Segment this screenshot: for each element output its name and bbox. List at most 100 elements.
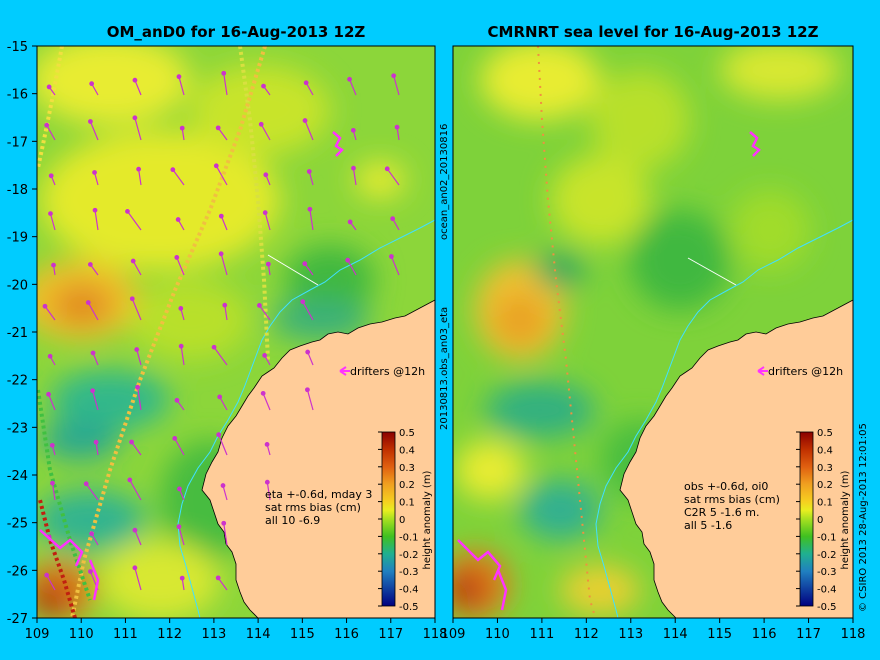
current-vector-head: [221, 520, 227, 526]
x-tick-label: 113: [618, 627, 643, 642]
right-satellite-track: [537, 46, 597, 618]
x-tick-label: 118: [423, 627, 448, 642]
current-vector-head: [47, 353, 53, 359]
right-vertical-run-label: ocean_an02_20130816: [439, 124, 450, 240]
y-tick-label: -17: [7, 135, 28, 150]
left-land: [201, 299, 435, 618]
current-vector-head: [88, 569, 93, 574]
current-vector-head: [48, 211, 53, 217]
right-plot-frame: [452, 45, 854, 619]
current-vector-head: [260, 390, 266, 396]
current-vector-head: [176, 524, 182, 530]
current-vector-head: [46, 84, 52, 90]
x-tick-label: 109: [25, 627, 50, 642]
current-vector-head: [135, 384, 140, 390]
current-vector: [217, 127, 228, 141]
current-vector-head: [302, 261, 308, 267]
left-x-ticks: 109 110 111 112 113 114 115 116 117 118: [25, 618, 448, 642]
current-vector: [266, 482, 271, 501]
current-vector-head: [178, 343, 184, 349]
colorbar-tick-label: -0.1: [817, 532, 837, 543]
footer-credit: © CSIRO 2013 28-Aug-2013 12:01:05: [858, 423, 869, 612]
current-vector-head: [350, 127, 356, 133]
current-vector: [390, 256, 400, 276]
current-vector-head: [89, 81, 95, 87]
x-tick-label: 114: [663, 627, 688, 642]
current-vector-head: [176, 74, 182, 80]
current-vector-head: [217, 394, 223, 400]
current-vector-head: [136, 166, 142, 172]
current-vector-head: [347, 219, 353, 225]
x-tick-label: 116: [334, 627, 359, 642]
current-vector: [213, 346, 228, 366]
right-x-ticks: 109 110 111 112 113 114 115 116 117 118: [441, 618, 865, 642]
current-vector: [262, 393, 271, 411]
current-vector: [138, 169, 142, 186]
y-tick-label: -23: [7, 421, 28, 436]
right-colorbar-label: height anomaly (m): [840, 470, 851, 569]
left-drifter-legend: drifters @12h: [339, 365, 425, 378]
left-section-line: [267, 254, 319, 286]
left-y-ticks: -15 -16 -17 -18 -19 -20 -21 -22 -23 -24 -25 -26 -27: [7, 40, 37, 627]
right-map-panel: CMRNRT sea level for 16-Aug-2013 12Z 109…: [441, 23, 866, 642]
left-satellite-tracks: [37, 46, 270, 618]
current-vector-head: [179, 125, 185, 131]
current-vector: [220, 253, 228, 276]
current-vector: [220, 215, 228, 231]
x-tick-label: 109: [441, 627, 466, 642]
current-vector-head: [384, 166, 390, 172]
current-vector-head: [390, 216, 396, 222]
current-vector-head: [394, 124, 400, 130]
current-vector: [215, 165, 228, 186]
left-colorbar-bar: [381, 431, 396, 607]
current-vector: [309, 209, 314, 231]
drifter-arrow-icon: [339, 366, 350, 376]
current-vector: [132, 260, 142, 276]
y-tick-label: -26: [7, 564, 28, 579]
current-vector: [94, 210, 99, 231]
right-colorbar-bar: [799, 431, 814, 607]
current-vector-head: [211, 344, 217, 350]
current-vector-head: [302, 118, 308, 123]
y-tick-label: -16: [7, 88, 28, 103]
current-vector-head: [218, 251, 224, 257]
current-vector-head: [44, 572, 50, 578]
current-vector: [134, 529, 142, 546]
x-tick-label: 111: [529, 627, 554, 642]
left-colorbar-ticks: 0.5 0.4 0.3 0.2 0.1 0 -0.1 -0.2 -0.3 -0.4 -0.5: [378, 428, 419, 613]
colorbar-tick-label: -0.2: [399, 550, 419, 561]
current-vector: [223, 523, 228, 546]
current-vector-head: [215, 125, 221, 131]
current-vector-head: [216, 432, 222, 438]
right-chart-title: CMRNRT sea level for 16-Aug-2013 12Z: [488, 23, 819, 41]
current-vector: [218, 434, 228, 456]
current-vector-head: [83, 481, 89, 487]
current-vector-head: [49, 442, 55, 448]
current-vector: [85, 483, 99, 501]
current-vector: [260, 123, 271, 141]
y-tick-label: -18: [7, 183, 28, 198]
current-vector: [352, 168, 357, 186]
current-vector-head: [178, 306, 184, 311]
colorbar-tick-label: 0.1: [817, 498, 833, 509]
current-vector-head: [391, 73, 397, 79]
y-tick-label: -22: [7, 374, 28, 389]
current-vector: [126, 211, 142, 231]
x-tick-label: 114: [246, 627, 271, 642]
right-section-line: [687, 257, 737, 286]
colorbar-tick-label: -0.1: [399, 532, 419, 543]
current-vector: [51, 483, 56, 501]
colorbar-tick-label: 0.4: [817, 445, 833, 456]
colorbar-tick-label: 0.3: [399, 463, 415, 474]
x-tick-label: 115: [290, 627, 315, 642]
colorbar-tick-label: 0.2: [817, 480, 833, 491]
current-vector: [129, 479, 142, 501]
left-map-panel: OM_anD0 for 16-Aug-2013 12Z 109 110 111 112…: [7, 23, 448, 642]
colorbar-tick-label: 0.2: [399, 480, 415, 491]
current-vector: [136, 387, 142, 411]
current-vector-head: [303, 80, 309, 86]
colorbar-tick-label: 0: [399, 515, 405, 526]
current-vector-head: [351, 165, 356, 171]
current-vector-head: [50, 480, 55, 486]
right-colorbar: 0.5 0.4 0.3 0.2 0.1 0 -0.1 -0.2 -0.3 -0.4 -0.5 hei…: [796, 428, 851, 613]
